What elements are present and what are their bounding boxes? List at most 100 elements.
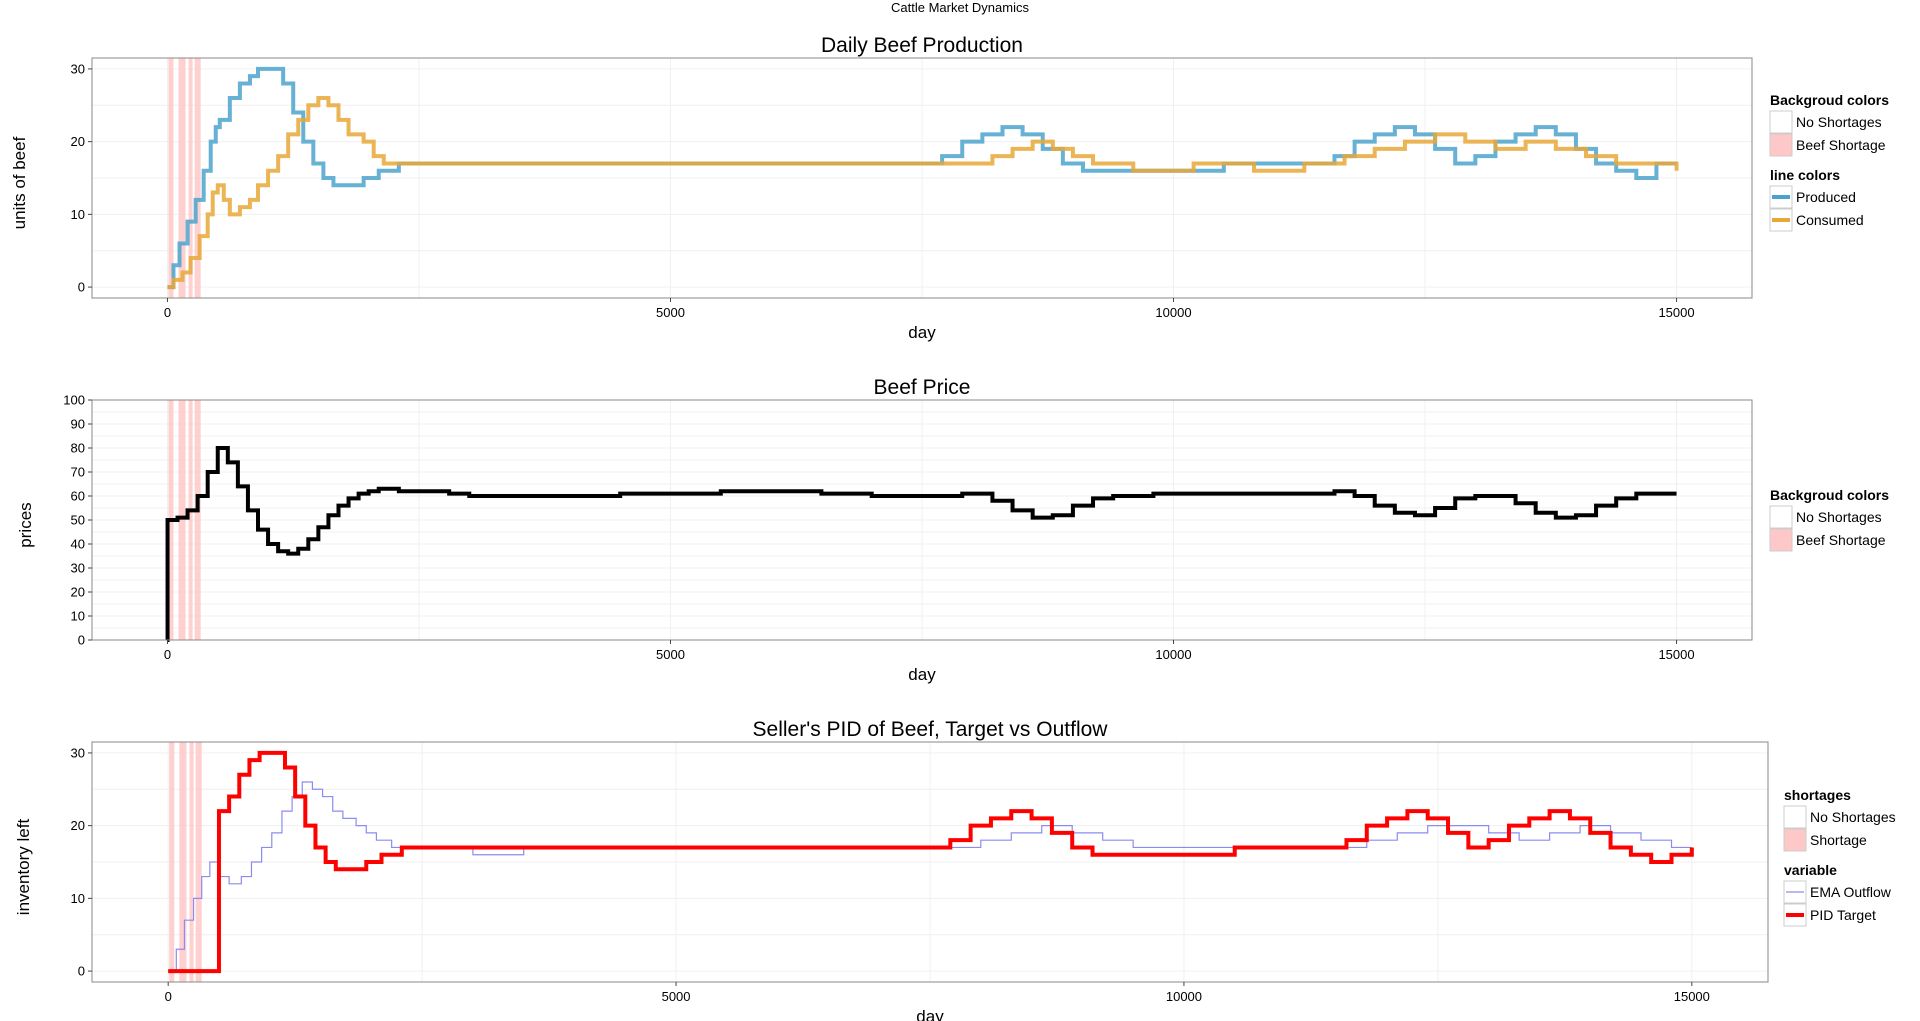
shortage-band [168,58,174,298]
y-tick-label: 0 [78,633,85,648]
legend-label: No Shortages [1796,509,1882,525]
legend-label: Consumed [1796,212,1864,228]
shortage-band [169,742,175,982]
plot-border [91,57,1753,299]
shortage-band [189,742,194,982]
x-tick-label: 15000 [1658,647,1694,662]
y-axis-label: prices [16,502,35,547]
legend: Backgroud colors No Shortages Beef Shortag… [1769,487,1889,552]
legend-key-box [1769,133,1793,157]
x-tick-label: 10000 [1155,305,1191,320]
legend: Backgroud colors No Shortages Beef Shortag… [1769,92,1889,232]
legend-key [1769,505,1793,529]
legend-label: Shortage [1810,832,1867,848]
shortage-band [179,742,187,982]
legend-key-box [1769,110,1793,134]
legend-key [1769,208,1793,232]
legend-label: No Shortages [1796,114,1882,130]
legend-key [1769,528,1793,552]
series-line-price [165,446,1677,642]
x-tick-label: 0 [164,305,171,320]
y-tick-label: 30 [71,561,85,576]
x-tick-label: 10000 [1166,989,1202,1004]
legend-key [1783,828,1807,852]
legend-key-box [1769,528,1793,552]
x-axis-label: day [916,1007,944,1021]
shortage-band [195,742,202,982]
legend-label: Beef Shortage [1796,137,1886,153]
y-tick-label: 50 [71,513,85,528]
y-tick-label: 40 [71,537,85,552]
y-tick-label: 10 [71,609,85,624]
legend-key [1769,110,1793,134]
y-tick-label: 10 [71,207,85,222]
x-axis-label: day [908,665,936,684]
shortage-band [188,58,193,298]
grid [92,742,1768,982]
legend-label: Produced [1796,189,1856,205]
chart-title: Seller's PID of Beef, Target vs Outflow [753,718,1109,741]
y-tick-label: 30 [71,61,85,76]
legend-label: PID Target [1810,907,1876,923]
y-tick-label: 20 [71,134,85,149]
legend-title: shortages [1784,787,1851,803]
chart-panel-2: 0 5000 10000 15000 0 10 20 30 40 50 60 70 80 90 100 Bee… [16,376,1889,684]
y-tick-label: 0 [78,280,85,295]
shortage-band [194,58,201,298]
x-tick-label: 5000 [656,305,685,320]
legend-label: Beef Shortage [1796,532,1886,548]
x-tick-label: 10000 [1155,647,1191,662]
legend-key-box [1783,828,1807,852]
legend-title: variable [1784,862,1837,878]
legend: shortages No Shortages Shortage variable EMA… [1783,787,1896,927]
legend-title: Backgroud colors [1770,92,1889,108]
series-line-consumed [167,96,1679,290]
x-tick-label: 15000 [1674,989,1710,1004]
shortage-bands [168,58,201,298]
legend-key [1783,903,1807,927]
figure-supertitle: Cattle Market Dynamics [891,0,1029,15]
chart-title: Daily Beef Production [821,34,1023,57]
chart-panel-1: 0 5000 10000 15000 0 10 20 30 Daily Beef Product… [10,34,1889,342]
y-tick-label: 0 [78,964,85,979]
x-tick-label: 15000 [1658,305,1694,320]
series-line-ema-outflow [168,781,1692,972]
legend-label: No Shortages [1810,809,1896,825]
x-tick-label: 0 [164,647,171,662]
x-tick-label: 0 [165,989,172,1004]
y-tick-label: 30 [71,745,85,760]
shortage-band [194,400,201,640]
plot-border [91,741,1769,983]
y-tick-label: 20 [71,818,85,833]
legend-title: line colors [1770,167,1840,183]
shortage-bands [169,742,202,982]
y-axis-label: units of beef [10,136,29,229]
shortage-band [178,400,186,640]
x-tick-label: 5000 [662,989,691,1004]
legend-key [1769,133,1793,157]
legend-label: EMA Outflow [1810,884,1892,900]
grid [92,399,1752,641]
legend-key [1783,880,1807,904]
legend-key-box [1769,505,1793,529]
chart-panel-3: 0 5000 10000 15000 0 10 20 30 Seller's PID of Be… [14,718,1896,1021]
y-tick-label: 100 [63,393,85,408]
legend-key [1783,805,1807,829]
y-tick-label: 20 [71,585,85,600]
y-axis-label: inventory left [14,819,33,916]
x-axis-label: day [908,323,936,342]
legend-key [1769,185,1793,209]
y-tick-label: 70 [71,465,85,480]
x-tick-label: 5000 [656,647,685,662]
legend-title: Backgroud colors [1770,487,1889,503]
y-tick-label: 90 [71,417,85,432]
shortage-band [188,400,193,640]
y-tick-label: 80 [71,441,85,456]
legend-key-box [1783,805,1807,829]
chart-title: Beef Price [874,376,971,399]
shortage-band [178,58,186,298]
series-line-pid-target [168,750,1694,974]
y-tick-label: 10 [71,891,85,906]
y-tick-label: 60 [71,489,85,504]
